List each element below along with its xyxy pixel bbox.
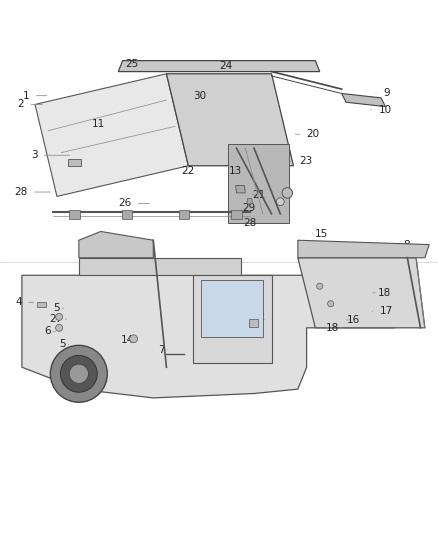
Polygon shape (79, 231, 153, 258)
Text: 27: 27 (49, 314, 67, 324)
Text: 8: 8 (393, 240, 410, 251)
Text: 26: 26 (118, 198, 150, 208)
Polygon shape (298, 258, 425, 328)
Text: 24: 24 (219, 61, 232, 71)
Text: 10: 10 (371, 104, 392, 115)
Text: 5: 5 (59, 340, 69, 350)
Polygon shape (79, 258, 241, 275)
Polygon shape (37, 302, 46, 307)
Polygon shape (118, 61, 320, 71)
Text: 21: 21 (252, 190, 266, 200)
Circle shape (50, 345, 107, 402)
Circle shape (282, 188, 293, 198)
Text: 17: 17 (372, 306, 393, 316)
Text: 18: 18 (373, 288, 391, 298)
Polygon shape (166, 74, 293, 166)
Text: 22: 22 (182, 166, 198, 176)
FancyBboxPatch shape (231, 209, 242, 219)
Text: 14: 14 (120, 335, 134, 345)
Text: 2: 2 (18, 100, 42, 109)
Text: 18: 18 (325, 323, 339, 333)
Text: 13: 13 (229, 166, 242, 176)
Text: 29: 29 (242, 203, 255, 213)
FancyBboxPatch shape (69, 209, 80, 219)
Polygon shape (247, 199, 252, 204)
FancyBboxPatch shape (179, 209, 189, 219)
Text: 3: 3 (31, 150, 70, 160)
Polygon shape (201, 280, 263, 336)
FancyBboxPatch shape (122, 209, 132, 219)
Circle shape (56, 324, 63, 332)
Polygon shape (236, 185, 245, 193)
Text: 4: 4 (15, 297, 34, 308)
Polygon shape (68, 159, 81, 166)
Polygon shape (228, 144, 289, 223)
Polygon shape (35, 74, 188, 197)
Text: 16: 16 (346, 315, 360, 325)
Circle shape (60, 356, 97, 392)
Text: 7: 7 (158, 345, 167, 355)
Text: 23: 23 (289, 156, 312, 166)
Text: 20: 20 (295, 129, 320, 139)
Text: 25: 25 (125, 59, 138, 69)
Text: 28: 28 (244, 217, 257, 228)
Text: 5: 5 (53, 303, 64, 313)
Text: 28: 28 (14, 187, 50, 197)
Circle shape (56, 313, 63, 320)
Text: 15: 15 (312, 229, 328, 239)
Text: 9: 9 (376, 88, 390, 98)
Circle shape (328, 301, 334, 307)
Polygon shape (249, 319, 258, 327)
Circle shape (317, 283, 323, 289)
Circle shape (69, 364, 88, 383)
Polygon shape (298, 240, 429, 258)
Text: 30: 30 (194, 91, 207, 101)
Polygon shape (22, 275, 403, 398)
Polygon shape (342, 93, 385, 107)
Text: 6: 6 (44, 326, 56, 336)
Text: 11: 11 (92, 119, 105, 128)
Text: 12: 12 (253, 312, 266, 322)
FancyBboxPatch shape (4, 52, 434, 258)
Polygon shape (193, 275, 272, 363)
Circle shape (130, 335, 138, 343)
Circle shape (276, 198, 284, 206)
Text: 1: 1 (23, 91, 47, 101)
